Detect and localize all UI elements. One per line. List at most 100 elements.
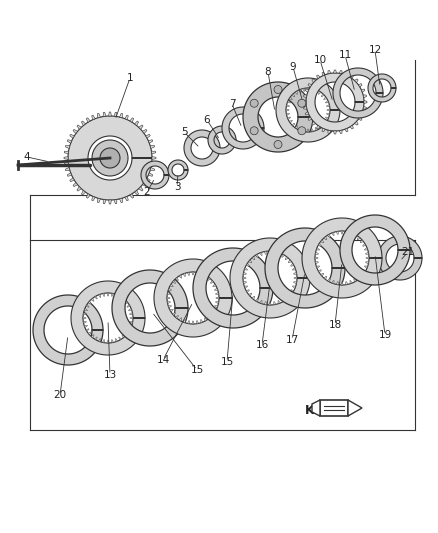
Polygon shape (312, 79, 315, 83)
Polygon shape (315, 90, 318, 93)
Polygon shape (125, 332, 128, 335)
Polygon shape (127, 304, 130, 307)
Polygon shape (111, 340, 113, 343)
Polygon shape (322, 72, 325, 76)
Polygon shape (315, 252, 318, 254)
Polygon shape (336, 231, 339, 235)
Polygon shape (187, 272, 190, 276)
Polygon shape (107, 340, 109, 343)
Polygon shape (312, 122, 315, 125)
Polygon shape (150, 146, 155, 149)
Polygon shape (339, 130, 342, 134)
Polygon shape (350, 280, 352, 284)
Polygon shape (127, 329, 130, 332)
Polygon shape (334, 70, 336, 73)
Polygon shape (92, 196, 95, 201)
Polygon shape (286, 104, 290, 107)
Polygon shape (125, 301, 128, 304)
Polygon shape (361, 112, 365, 115)
Polygon shape (255, 298, 258, 302)
Polygon shape (318, 91, 321, 94)
Polygon shape (115, 294, 117, 297)
Polygon shape (348, 400, 362, 416)
Polygon shape (325, 117, 328, 119)
Polygon shape (269, 251, 271, 254)
Polygon shape (354, 79, 358, 83)
Polygon shape (179, 275, 182, 278)
Polygon shape (339, 70, 342, 74)
Polygon shape (201, 273, 203, 277)
Polygon shape (304, 106, 307, 109)
Polygon shape (340, 215, 410, 285)
Text: 9: 9 (290, 62, 297, 72)
Polygon shape (366, 257, 369, 259)
Polygon shape (213, 309, 216, 312)
Polygon shape (173, 280, 176, 284)
Polygon shape (303, 101, 306, 103)
Polygon shape (321, 123, 324, 126)
Polygon shape (321, 240, 324, 243)
Polygon shape (345, 128, 348, 132)
Polygon shape (103, 199, 106, 204)
Polygon shape (148, 173, 153, 176)
Text: 5: 5 (181, 127, 187, 137)
Polygon shape (358, 117, 362, 120)
Polygon shape (213, 284, 216, 287)
Polygon shape (103, 112, 106, 117)
Text: 14: 14 (156, 355, 170, 365)
Polygon shape (307, 88, 309, 91)
Polygon shape (276, 78, 340, 142)
Polygon shape (315, 257, 318, 259)
Polygon shape (304, 95, 307, 98)
Polygon shape (222, 107, 264, 149)
Polygon shape (324, 120, 327, 123)
Polygon shape (154, 259, 232, 337)
Polygon shape (264, 302, 266, 305)
Polygon shape (282, 254, 285, 257)
Polygon shape (115, 338, 117, 342)
Polygon shape (73, 182, 78, 187)
Polygon shape (210, 280, 214, 284)
Polygon shape (86, 118, 90, 123)
Circle shape (92, 140, 128, 176)
Polygon shape (67, 140, 72, 143)
Polygon shape (230, 238, 310, 318)
Polygon shape (321, 94, 324, 97)
Text: 13: 13 (103, 370, 117, 380)
Polygon shape (321, 273, 324, 276)
Polygon shape (91, 335, 94, 338)
Polygon shape (92, 115, 95, 120)
Polygon shape (91, 298, 94, 301)
Polygon shape (86, 193, 90, 198)
Polygon shape (168, 288, 172, 290)
Polygon shape (83, 317, 86, 319)
Polygon shape (70, 178, 74, 182)
Polygon shape (192, 272, 194, 275)
Polygon shape (317, 125, 320, 129)
Polygon shape (289, 120, 292, 123)
Polygon shape (360, 273, 364, 276)
Polygon shape (215, 293, 219, 295)
Polygon shape (288, 260, 291, 263)
Polygon shape (86, 304, 89, 307)
Polygon shape (307, 129, 309, 132)
Circle shape (100, 148, 120, 168)
Polygon shape (83, 312, 86, 315)
Polygon shape (183, 273, 185, 277)
Polygon shape (357, 237, 360, 240)
Polygon shape (354, 234, 357, 237)
Polygon shape (130, 317, 133, 319)
Polygon shape (295, 126, 298, 129)
Polygon shape (293, 286, 296, 288)
Circle shape (250, 99, 258, 107)
Text: 10: 10 (314, 55, 327, 65)
Polygon shape (303, 128, 305, 132)
Polygon shape (289, 97, 292, 100)
Polygon shape (73, 130, 78, 134)
Polygon shape (65, 167, 70, 171)
Polygon shape (168, 305, 172, 308)
Polygon shape (139, 125, 143, 130)
Polygon shape (125, 115, 128, 120)
Polygon shape (64, 157, 68, 159)
Polygon shape (99, 294, 101, 297)
